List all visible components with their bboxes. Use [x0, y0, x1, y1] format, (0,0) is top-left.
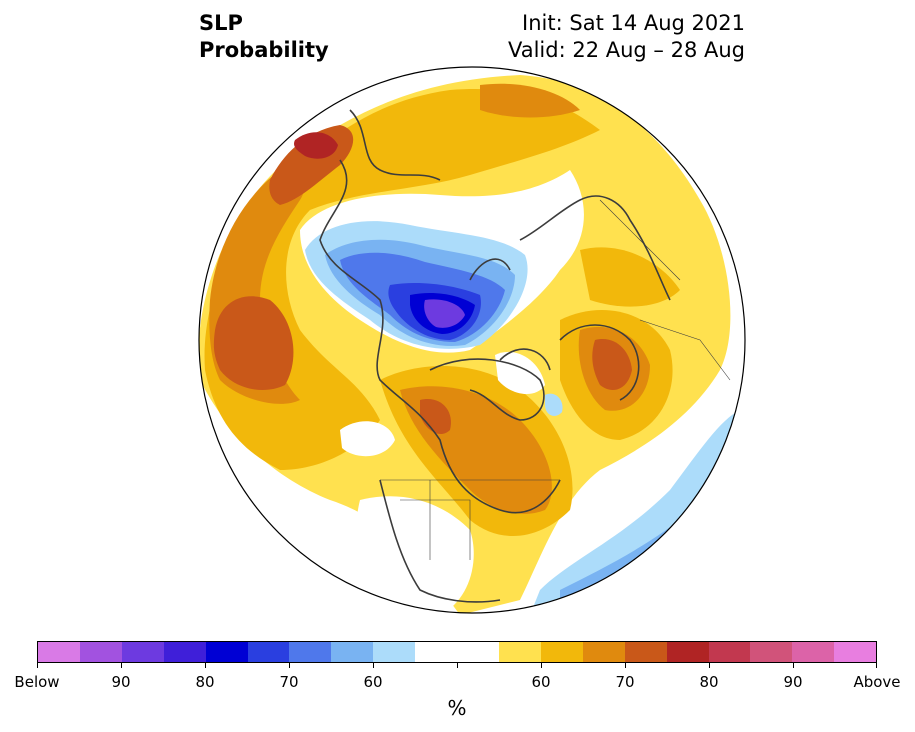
above-75-canada [420, 399, 451, 435]
below-60-greenland-small [545, 393, 563, 416]
above-75-scandinavia [592, 339, 632, 390]
colorbar-label: 90 [783, 673, 803, 691]
colorbar-label: 80 [699, 673, 719, 691]
colorbar-segment [415, 642, 458, 662]
colorbar-tick [289, 663, 290, 668]
colorbar-label: 80 [195, 673, 215, 691]
colorbar-label: Below [14, 673, 60, 691]
colorbar-ticks [37, 663, 877, 669]
colorbar-label: Above [853, 673, 901, 691]
colorbar-tick [373, 663, 374, 668]
colorbar-tick [876, 663, 877, 668]
colorbar-label: 60 [363, 673, 383, 691]
colorbar-label: 90 [111, 673, 131, 691]
colorbar-segment [498, 642, 541, 662]
colorbar-segment [373, 642, 416, 662]
colorbar-tick [37, 663, 38, 668]
colorbar-tick [457, 663, 458, 668]
above-70-eurasia-north [480, 83, 580, 118]
colorbar-tick [793, 663, 794, 668]
colorbar-segment [121, 642, 164, 662]
title-field: Probability [199, 38, 329, 62]
colorbar-tick [205, 663, 206, 668]
colorbar-segment [79, 642, 122, 662]
above-65-siberia [580, 247, 680, 307]
near-normal-pacific-pocket [340, 421, 395, 457]
colorbar-tick [121, 663, 122, 668]
colorbar-label: 70 [279, 673, 299, 691]
below-85-arctic [424, 299, 465, 328]
colorbar-segment [666, 642, 709, 662]
coastlines [319, 109, 671, 603]
colorbar-segment [582, 642, 625, 662]
colorbar-segment [38, 642, 80, 662]
colorbar-segment [163, 642, 206, 662]
init-date: Init: Sat 14 Aug 2021 [522, 11, 745, 35]
colorbar-segment [205, 642, 248, 662]
probability-shading [199, 67, 745, 613]
colorbar-tick [625, 663, 626, 668]
colorbar-segment [792, 642, 835, 662]
near-normal-us [356, 496, 474, 613]
colorbar-tick [709, 663, 710, 668]
valid-range: Valid: 22 Aug – 28 Aug [507, 38, 745, 62]
colorbar-unit: % [447, 696, 467, 720]
map-title-left: SLP Probability [199, 10, 329, 64]
colorbar-segment [331, 642, 374, 662]
probability-colorbar [37, 641, 877, 663]
colorbar-segment [834, 642, 877, 662]
colorbar-segment [457, 642, 499, 662]
title-variable: SLP [199, 11, 243, 35]
colorbar-label: 60 [531, 673, 551, 691]
map-title-right: Init: Sat 14 Aug 2021 Valid: 22 Aug – 28… [508, 10, 745, 64]
colorbar-segment [247, 642, 290, 662]
colorbar-segment [540, 642, 583, 662]
colorbar-tick [541, 663, 542, 668]
colorbar-segment [708, 642, 751, 662]
above-80-bering [294, 132, 338, 159]
polar-map [198, 66, 746, 614]
colorbar-segment [289, 642, 332, 662]
colorbar-segment [624, 642, 667, 662]
colorbar-label: 70 [615, 673, 635, 691]
colorbar-segment [750, 642, 793, 662]
globe-outline [198, 66, 746, 614]
above-75-pacific [213, 296, 294, 390]
borders [380, 199, 731, 560]
